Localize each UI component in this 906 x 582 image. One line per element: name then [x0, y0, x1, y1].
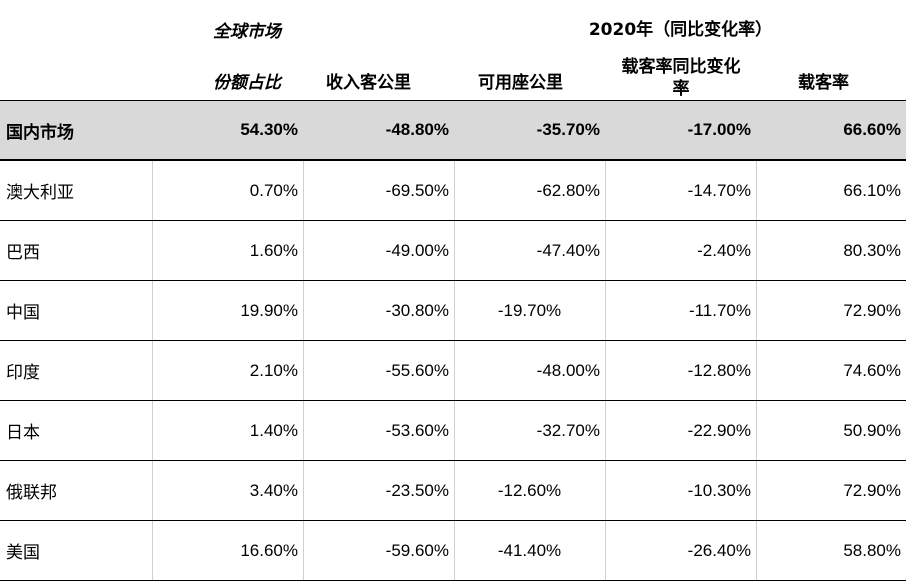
column-divider: [605, 521, 606, 580]
cell-load-factor: 50.90%: [843, 420, 901, 440]
column-divider: [303, 521, 304, 580]
column-header-share: 份额占比: [213, 73, 281, 93]
column-divider: [303, 221, 304, 280]
table-row: 中国 19.90% -30.80% -19.70% -11.70% 72.90%: [0, 281, 906, 341]
cell-share: 16.60%: [240, 540, 298, 560]
column-divider: [605, 281, 606, 340]
cell-rpk: -69.50%: [385, 180, 449, 200]
cell-load-factor-change: -2.40%: [697, 240, 751, 260]
column-divider: [454, 521, 455, 580]
cell-rpk: -59.60%: [385, 540, 449, 560]
column-divider: [454, 461, 455, 520]
cell-ask: -35.70%: [536, 120, 600, 139]
table-row: 日本 1.40% -53.60% -32.70% -22.90% 50.90%: [0, 401, 906, 461]
cell-ask: -32.70%: [536, 420, 600, 440]
column-divider: [454, 281, 455, 340]
column-divider: [303, 161, 304, 220]
column-divider: [152, 221, 153, 280]
column-divider: [605, 401, 606, 460]
cell-load-factor-change: -22.90%: [687, 420, 751, 440]
column-divider: [756, 161, 757, 220]
column-divider: [303, 461, 304, 520]
cell-load-factor: 58.80%: [843, 540, 901, 560]
cell-load-factor: 74.60%: [843, 360, 901, 380]
table-header: 全球市场 2020年（同比变化率） 份额占比 收入客公里 可用座公里 载客率同比…: [0, 0, 906, 101]
column-divider: [454, 401, 455, 460]
cell-rpk: -30.80%: [385, 300, 449, 320]
cell-load-factor: 80.30%: [843, 240, 901, 260]
cell-load-factor-change: -17.00%: [687, 120, 751, 139]
cell-load-factor: 72.90%: [843, 300, 901, 320]
row-label: 印度: [6, 363, 40, 383]
cell-load-factor-change: -10.30%: [687, 480, 751, 500]
column-divider: [605, 221, 606, 280]
column-divider: [605, 341, 606, 400]
column-divider: [152, 461, 153, 520]
table-row: 巴西 1.60% -49.00% -47.40% -2.40% 80.30%: [0, 221, 906, 281]
row-label: 中国: [6, 303, 40, 323]
table-row: 俄联邦 3.40% -23.50% -12.60% -10.30% 72.90%: [0, 461, 906, 521]
cell-ask: -47.40%: [536, 240, 600, 260]
table-row: 美国 16.60% -59.60% -41.40% -26.40% 58.80%: [0, 521, 906, 581]
column-divider: [756, 341, 757, 400]
cell-share: 0.70%: [249, 180, 298, 200]
cell-share: 54.30%: [240, 120, 298, 139]
cell-rpk: -23.50%: [385, 480, 449, 500]
table-row: 印度 2.10% -55.60% -48.00% -12.80% 74.60%: [0, 341, 906, 401]
column-divider: [756, 281, 757, 340]
column-divider: [152, 401, 153, 460]
column-header-rpk: 收入客公里: [326, 73, 411, 93]
cell-rpk: -53.60%: [385, 420, 449, 440]
cell-load-factor: 66.60%: [843, 120, 901, 139]
row-label: 澳大利亚: [6, 183, 74, 203]
column-divider: [454, 341, 455, 400]
column-divider: [152, 521, 153, 580]
cell-load-factor-change: -14.70%: [687, 180, 751, 200]
cell-load-factor-change: -12.80%: [687, 360, 751, 380]
cell-load-factor: 66.10%: [843, 180, 901, 200]
row-label: 美国: [6, 543, 40, 563]
column-divider: [152, 341, 153, 400]
global-market-title: 全球市场: [213, 22, 281, 42]
column-header-load-factor: 载客率: [798, 73, 849, 93]
table-row: 澳大利亚 0.70% -69.50% -62.80% -14.70% 66.10%: [0, 161, 906, 221]
cell-share: 1.60%: [249, 240, 298, 260]
row-label: 巴西: [6, 243, 40, 263]
column-divider: [152, 161, 153, 220]
column-divider: [152, 281, 153, 340]
year-2020-group-title: 2020年（同比变化率）: [588, 20, 773, 40]
column-header-ask: 可用座公里: [478, 73, 563, 93]
cell-share: 3.40%: [249, 480, 298, 500]
column-divider: [756, 221, 757, 280]
cell-ask: -48.00%: [536, 360, 600, 380]
column-divider: [756, 461, 757, 520]
cell-rpk: -55.60%: [385, 360, 449, 380]
cell-rpk: -49.00%: [385, 240, 449, 260]
cell-share: 1.40%: [249, 420, 298, 440]
cell-load-factor: 72.90%: [843, 480, 901, 500]
column-divider: [303, 281, 304, 340]
column-divider: [303, 401, 304, 460]
column-divider: [756, 521, 757, 580]
column-divider: [756, 401, 757, 460]
row-label: 日本: [6, 423, 40, 443]
table-row-domestic: 国内市场 54.30% -48.80% -35.70% -17.00% 66.60%: [0, 100, 906, 161]
row-label: 国内市场: [6, 122, 74, 143]
cell-ask: -41.40%: [497, 540, 562, 560]
row-label: 俄联邦: [6, 483, 57, 503]
cell-rpk: -48.80%: [385, 120, 449, 139]
column-divider: [605, 161, 606, 220]
cell-load-factor-change: -26.40%: [687, 540, 751, 560]
cell-ask: -19.70%: [497, 300, 562, 320]
cell-share: 2.10%: [249, 360, 298, 380]
cell-ask: -62.80%: [536, 180, 600, 200]
column-divider: [303, 341, 304, 400]
column-header-load-factor-change: 载客率同比变化率: [621, 57, 741, 99]
column-divider: [454, 221, 455, 280]
cell-load-factor-change: -11.70%: [688, 300, 751, 320]
cell-ask: -12.60%: [497, 480, 562, 500]
cell-share: 19.90%: [240, 300, 298, 320]
column-divider: [454, 161, 455, 220]
column-divider: [605, 461, 606, 520]
